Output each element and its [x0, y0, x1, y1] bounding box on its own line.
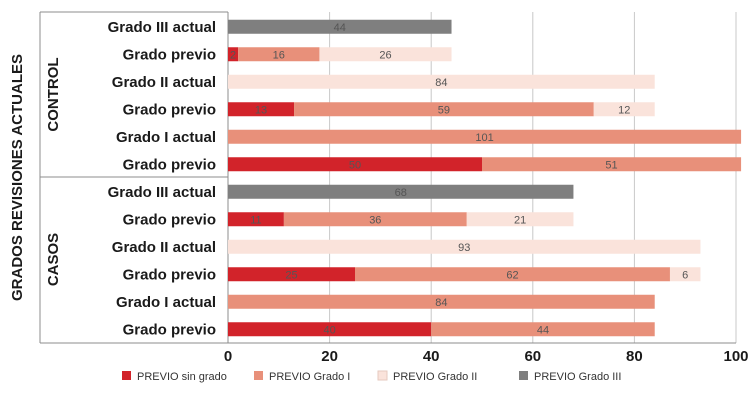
bar-segment: [466, 212, 574, 227]
bar-segment: [355, 267, 670, 282]
data-label: 21: [514, 214, 526, 226]
legend-swatch: [254, 371, 263, 380]
row-label: Grado I actual: [116, 129, 216, 146]
bar-segment: [228, 184, 574, 199]
bar-segment: [238, 47, 320, 62]
data-label: 26: [379, 49, 391, 61]
data-label: 40: [323, 324, 335, 336]
bar-segment: [228, 322, 432, 337]
bar-segment: [669, 267, 701, 282]
data-label: 59: [438, 104, 450, 116]
x-tick-label: 20: [321, 348, 338, 365]
row-label: Grado II actual: [112, 239, 216, 256]
row-label: Grado previo: [123, 156, 216, 173]
data-label: 16: [273, 49, 285, 61]
row-label: Grado previo: [123, 101, 216, 118]
row-label: Grado previo: [123, 266, 216, 283]
row-label: Grado previo: [123, 46, 216, 63]
data-label: 101: [475, 132, 493, 144]
legend-label: PREVIO sin grado: [137, 371, 227, 383]
x-tick-label: 0: [224, 348, 232, 365]
bar-segment: [228, 74, 655, 89]
data-label: 13: [255, 104, 267, 116]
bar-segment: [228, 102, 295, 117]
group-label-casos: CASOS: [45, 233, 62, 286]
row-label: Grado III actual: [108, 184, 216, 201]
y-axis-title: GRADOS REVISIONES ACTUALES: [9, 54, 26, 301]
data-label: 84: [435, 77, 447, 89]
row-label: Grado previo: [123, 321, 216, 338]
x-tick-label: 80: [626, 348, 643, 365]
bar-segment: [294, 102, 594, 117]
bar-segment: [228, 47, 239, 62]
bar-segment: [283, 212, 467, 227]
x-tick-label: 40: [423, 348, 440, 365]
bar-segment: [431, 322, 655, 337]
legend-swatch: [122, 371, 131, 380]
legend-swatch: [519, 371, 528, 380]
data-label: 51: [605, 159, 617, 171]
data-label: 36: [369, 214, 381, 226]
data-label: 93: [458, 242, 470, 254]
legend-label: PREVIO Grado III: [534, 371, 621, 383]
row-label: Grado II actual: [112, 74, 216, 91]
data-label: 62: [506, 269, 518, 281]
legend-label: PREVIO Grado I: [269, 371, 350, 383]
data-label: 44: [334, 22, 346, 34]
bar-segment: [319, 47, 452, 62]
data-label: 25: [285, 269, 297, 281]
row-label: Grado III actual: [108, 19, 216, 36]
legend-label: PREVIO Grado II: [393, 371, 477, 383]
data-label: 44: [537, 324, 549, 336]
data-label: 50: [349, 159, 361, 171]
bar-segment: [228, 212, 284, 227]
row-label: Grado previo: [123, 211, 216, 228]
data-label: 84: [435, 297, 447, 309]
bar-segment: [228, 239, 701, 254]
group-label-control: CONTROL: [45, 57, 62, 131]
row-label: Grado I actual: [116, 294, 216, 311]
data-label: 6: [682, 269, 688, 281]
x-tick-label: 60: [524, 348, 541, 365]
data-label: 68: [395, 187, 407, 199]
bar-segment: [228, 129, 742, 144]
bar-segment: [228, 157, 482, 172]
bar-segment: [593, 102, 655, 117]
legend-swatch: [377, 370, 388, 381]
bar-segment: [482, 157, 742, 172]
bar-segment: [228, 19, 452, 34]
data-label: 12: [618, 104, 630, 116]
data-label: 2: [230, 49, 236, 61]
bar-segment: [228, 294, 655, 309]
data-label: 11: [250, 214, 261, 226]
bar-segment: [228, 267, 355, 282]
x-tick-label: 100: [723, 348, 748, 365]
